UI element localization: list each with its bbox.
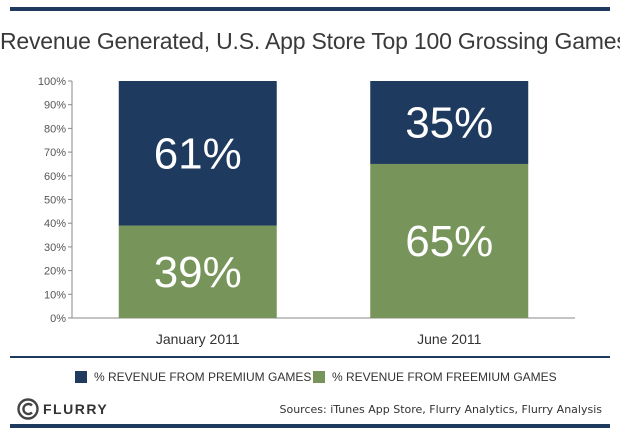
divider-rule xyxy=(10,356,610,358)
legend-item-freemium: % REVENUE FROM FREEMIUM GAMES xyxy=(313,370,557,384)
bar-segment-premium xyxy=(370,81,529,164)
y-tick-label: 50% xyxy=(44,195,66,207)
bar-segment-freemium xyxy=(370,163,529,318)
y-tick-label: 100% xyxy=(38,76,66,88)
legend-item-premium: % REVENUE FROM PREMIUM GAMES xyxy=(75,370,311,384)
bar-value-label: 61% xyxy=(154,129,242,178)
flurry-logo-icon xyxy=(17,398,39,420)
legend-label-premium: % REVENUE FROM PREMIUM GAMES xyxy=(94,370,312,384)
chart-title: Revenue Generated, U.S. App Store Top 10… xyxy=(0,28,620,54)
x-category-label: June 2011 xyxy=(417,331,482,347)
x-category-label: January 2011 xyxy=(156,331,240,347)
legend-swatch-premium xyxy=(75,371,87,383)
y-tick-label: 80% xyxy=(44,123,66,135)
sources-note: Sources: iTunes App Store, Flurry Analyt… xyxy=(279,403,602,416)
bar-value-label: 39% xyxy=(154,248,242,297)
y-tick-label: 60% xyxy=(44,171,66,183)
y-tick-label: 90% xyxy=(44,100,66,112)
bottom-rule xyxy=(10,424,610,428)
top-rule xyxy=(10,7,610,11)
flurry-logo-text: FLURRY xyxy=(43,401,109,417)
y-tick-label: 20% xyxy=(44,266,66,278)
y-tick-label: 10% xyxy=(44,289,66,301)
y-tick-label: 70% xyxy=(44,147,66,159)
stacked-bar-chart: 0% 10% 20% 30% 40% 50% 60% 70% 80% 90% 100% 39% 61% J… xyxy=(38,76,575,347)
y-tick-label: 30% xyxy=(44,242,66,254)
legend-swatch-freemium xyxy=(313,371,325,383)
flurry-logo: FLURRY xyxy=(17,398,108,420)
y-tick-label: 40% xyxy=(44,218,66,230)
y-tick-label: 0% xyxy=(50,313,66,325)
bar-segment-freemium xyxy=(118,225,277,318)
legend: % REVENUE FROM PREMIUM GAMES % REVENUE F… xyxy=(0,370,620,386)
bar-segment-premium xyxy=(118,81,277,226)
legend-label-freemium: % REVENUE FROM FREEMIUM GAMES xyxy=(332,370,557,384)
bar-value-label: 65% xyxy=(405,217,493,266)
bar-value-label: 35% xyxy=(405,98,493,147)
